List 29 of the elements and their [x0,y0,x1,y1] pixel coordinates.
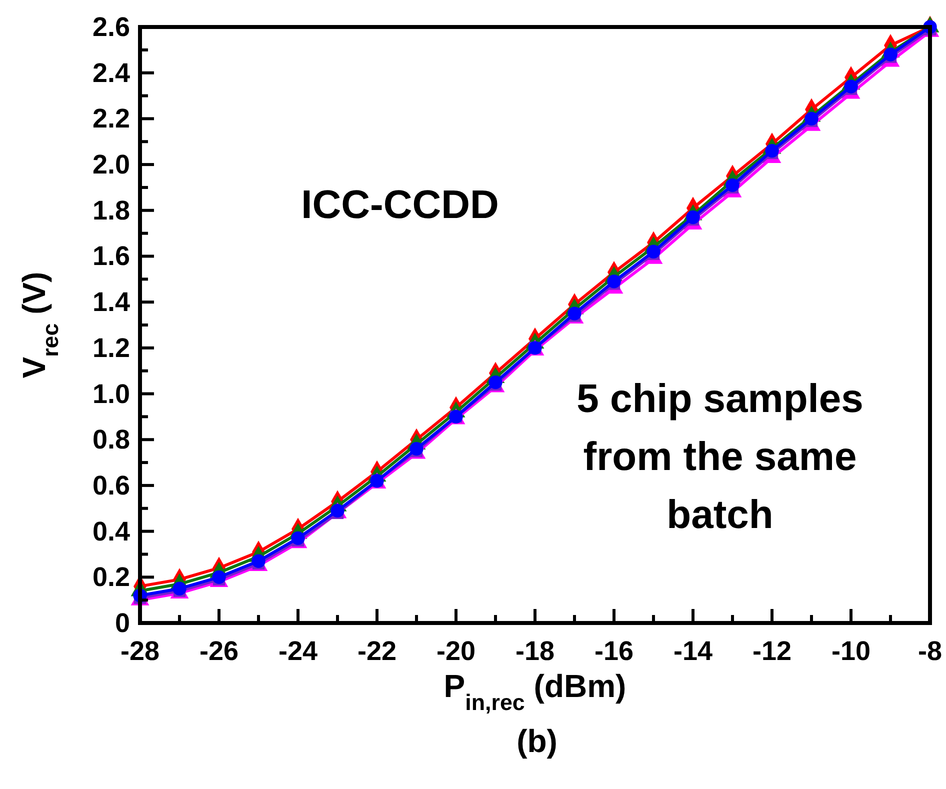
y-tick-label: 1.6 [92,241,130,272]
x-tick-label: -18 [515,636,555,666]
y-tick-label: 1.2 [92,332,130,363]
y-tick-label: 2.6 [92,12,130,42]
y-tick-label: 1.8 [92,195,130,226]
annotation: ICC-CCDD [301,183,499,227]
y-tick-label: 1.4 [92,287,130,318]
y-tick-label: 0.2 [92,562,130,592]
x-tick-label: -28 [120,636,160,666]
x-tick-label: -8 [918,636,942,666]
x-axis-title: P$_{in,rec}$ (dBm) [444,668,626,714]
y-tick-label: 0 [114,608,130,638]
y-tick-label: 0.8 [92,424,130,455]
y-tick-label: 2.4 [92,58,130,88]
x-tick-label: -22 [357,636,397,666]
y-tick-label: 2.0 [92,150,130,180]
y-tick-label: 2.2 [92,104,130,134]
x-tick-label: -12 [752,636,792,666]
x-tick-label: -24 [278,636,318,666]
x-tick-label: -26 [199,636,239,666]
y-tick-label: 1.0 [92,378,130,409]
x-tick-label: -20 [436,636,476,666]
x-tick-label: -16 [594,636,634,666]
y-tick-label: 0.4 [92,516,130,546]
x-tick-label: -14 [673,636,713,666]
text: (b) [516,723,558,759]
annotation: 5 chip samples from the same batch [576,377,864,537]
y-tick-label: 0.6 [92,470,130,500]
x-tick-label: -10 [831,636,871,666]
